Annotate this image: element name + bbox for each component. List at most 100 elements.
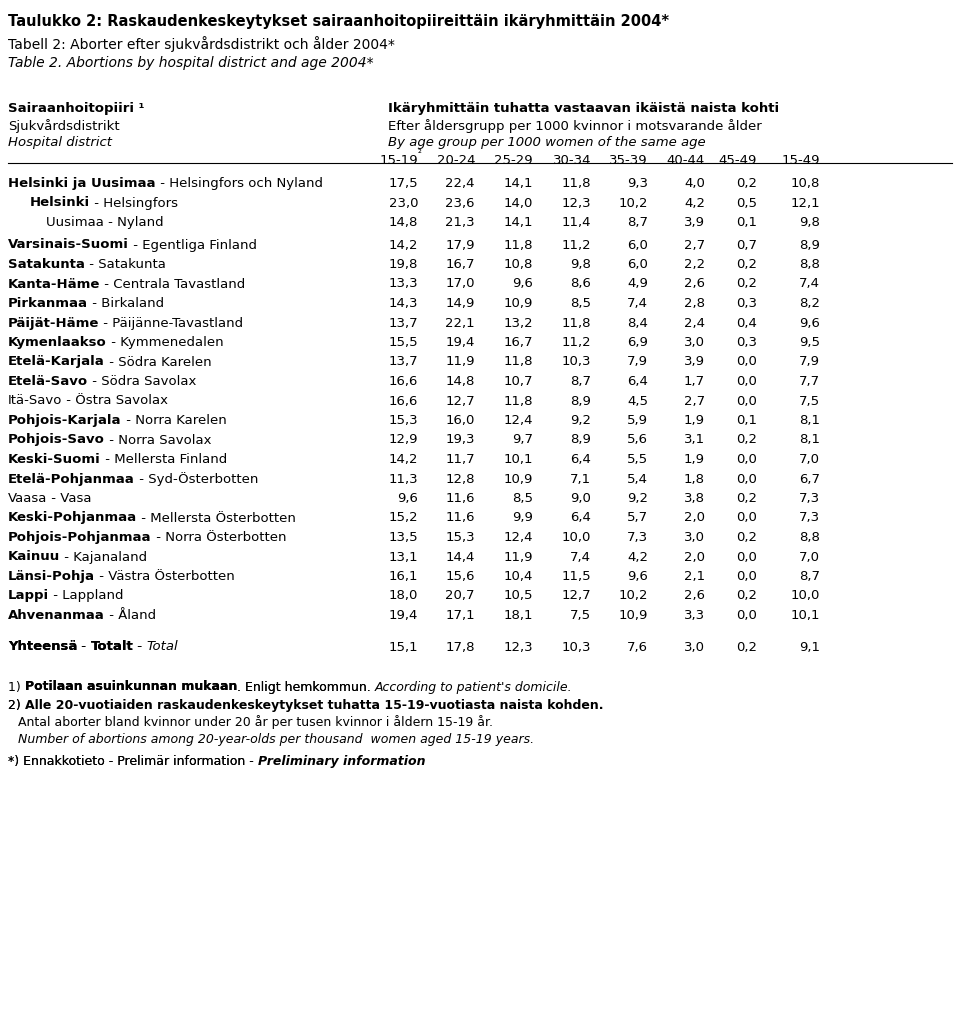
Text: 9,9: 9,9 [512, 512, 533, 524]
Text: 0,0: 0,0 [736, 550, 757, 563]
Text: 3,0: 3,0 [684, 641, 705, 653]
Text: 11,8: 11,8 [503, 394, 533, 408]
Text: Keski-Suomi: Keski-Suomi [8, 453, 101, 466]
Text: 6,0: 6,0 [627, 258, 648, 271]
Text: Sjukvårdsdistrikt: Sjukvårdsdistrikt [8, 119, 120, 133]
Text: Alle 20-vuotiaiden raskaudenkeskeytykset tuhatta 15-19-vuotiasta naista kohden.: Alle 20-vuotiaiden raskaudenkeskeytykset… [25, 699, 603, 711]
Text: 15-19: 15-19 [379, 154, 418, 167]
Text: -: - [78, 641, 90, 653]
Text: Antal aborter bland kvinnor under 20 år per tusen kvinnor i åldern 15-19 år.: Antal aborter bland kvinnor under 20 år … [18, 715, 493, 730]
Text: 16,6: 16,6 [389, 394, 418, 408]
Text: 9,1: 9,1 [799, 641, 820, 653]
Text: Totalt: Totalt [90, 641, 133, 653]
Text: -: - [133, 641, 147, 653]
Text: 16,7: 16,7 [445, 258, 475, 271]
Text: 14,2: 14,2 [389, 453, 418, 466]
Text: Päijät-Häme: Päijät-Häme [8, 317, 100, 329]
Text: 0,2: 0,2 [736, 492, 757, 505]
Text: 12,4: 12,4 [503, 531, 533, 544]
Text: 12,1: 12,1 [790, 196, 820, 209]
Text: Uusimaa - Nyland: Uusimaa - Nyland [46, 216, 163, 229]
Text: Etelä-Pohjanmaa: Etelä-Pohjanmaa [8, 473, 134, 485]
Text: 12,7: 12,7 [445, 394, 475, 408]
Text: 12,8: 12,8 [445, 473, 475, 485]
Text: Potilaan asuinkunnan mukaan: Potilaan asuinkunnan mukaan [25, 680, 237, 694]
Text: 8,6: 8,6 [570, 278, 591, 290]
Text: 1,7: 1,7 [684, 375, 705, 388]
Text: 0,0: 0,0 [736, 453, 757, 466]
Text: 9,6: 9,6 [512, 278, 533, 290]
Text: 7,3: 7,3 [799, 492, 820, 505]
Text: 3,1: 3,1 [684, 433, 705, 447]
Text: 16,0: 16,0 [445, 414, 475, 427]
Text: Länsi-Pohja: Länsi-Pohja [8, 570, 95, 583]
Text: Kanta-Häme: Kanta-Häme [8, 278, 101, 290]
Text: 0,1: 0,1 [736, 414, 757, 427]
Text: 7,7: 7,7 [799, 375, 820, 388]
Text: 10,5: 10,5 [503, 589, 533, 603]
Text: - Södra Savolax: - Södra Savolax [88, 375, 197, 388]
Text: - Östra Savolax: - Östra Savolax [62, 394, 168, 408]
Text: 7,5: 7,5 [570, 609, 591, 622]
Text: Totalt: Totalt [90, 641, 133, 653]
Text: 11,9: 11,9 [445, 355, 475, 368]
Text: 2,7: 2,7 [684, 238, 705, 252]
Text: 15,5: 15,5 [389, 336, 418, 349]
Text: 11,9: 11,9 [503, 550, 533, 563]
Text: 18,0: 18,0 [389, 589, 418, 603]
Text: 0,2: 0,2 [736, 178, 757, 190]
Text: 30-34: 30-34 [553, 154, 591, 167]
Text: 16,7: 16,7 [503, 336, 533, 349]
Text: 0,0: 0,0 [736, 355, 757, 368]
Text: 2,0: 2,0 [684, 512, 705, 524]
Text: 13,2: 13,2 [503, 317, 533, 329]
Text: 6,4: 6,4 [570, 453, 591, 466]
Text: 16,6: 16,6 [389, 375, 418, 388]
Text: Etelä-Savo: Etelä-Savo [8, 375, 88, 388]
Text: *) Ennakkotieto - Prelimär information -: *) Ennakkotieto - Prelimär information - [8, 754, 257, 768]
Text: 9,8: 9,8 [799, 216, 820, 229]
Text: 17,1: 17,1 [445, 609, 475, 622]
Text: Table 2. Abortions by hospital district and age 2004*: Table 2. Abortions by hospital district … [8, 56, 373, 70]
Text: 5,9: 5,9 [627, 414, 648, 427]
Text: 6,9: 6,9 [627, 336, 648, 349]
Text: 5,5: 5,5 [627, 453, 648, 466]
Text: - Vasa: - Vasa [47, 492, 92, 505]
Text: 8,9: 8,9 [799, 238, 820, 252]
Text: 0,0: 0,0 [736, 609, 757, 622]
Text: 11,2: 11,2 [562, 336, 591, 349]
Text: - Lappland: - Lappland [49, 589, 124, 603]
Text: Number of abortions among 20-year-olds per thousand  women aged 15-19 years.: Number of abortions among 20-year-olds p… [18, 733, 534, 745]
Text: 9,2: 9,2 [570, 414, 591, 427]
Text: Helsinki: Helsinki [30, 196, 90, 209]
Text: 12,3: 12,3 [503, 641, 533, 653]
Text: 4,0: 4,0 [684, 178, 705, 190]
Text: 21,3: 21,3 [445, 216, 475, 229]
Text: Ikäryhmittäin tuhatta vastaavan ikäistä naista kohti: Ikäryhmittäin tuhatta vastaavan ikäistä … [388, 102, 780, 115]
Text: 8,7: 8,7 [799, 570, 820, 583]
Text: Satakunta: Satakunta [8, 258, 84, 271]
Text: - Birkaland: - Birkaland [88, 297, 164, 310]
Text: 0,2: 0,2 [736, 433, 757, 447]
Text: 0,0: 0,0 [736, 375, 757, 388]
Text: - Norra Karelen: - Norra Karelen [122, 414, 227, 427]
Text: 19,4: 19,4 [445, 336, 475, 349]
Text: 14,1: 14,1 [503, 216, 533, 229]
Text: 14,8: 14,8 [389, 216, 418, 229]
Text: . Enligt hemkommun.: . Enligt hemkommun. [237, 680, 374, 694]
Text: 2,1: 2,1 [684, 570, 705, 583]
Text: 10,3: 10,3 [562, 641, 591, 653]
Text: 1): 1) [8, 680, 25, 694]
Text: 19,4: 19,4 [389, 609, 418, 622]
Text: Kainuu: Kainuu [8, 550, 60, 563]
Text: 0,0: 0,0 [736, 473, 757, 485]
Text: Varsinais-Suomi: Varsinais-Suomi [8, 238, 129, 252]
Text: 4,2: 4,2 [684, 196, 705, 209]
Text: . Enligt hemkommun.: . Enligt hemkommun. [237, 680, 374, 694]
Text: 8,5: 8,5 [512, 492, 533, 505]
Text: 0,2: 0,2 [736, 258, 757, 271]
Text: 12,4: 12,4 [503, 414, 533, 427]
Text: 10,3: 10,3 [562, 355, 591, 368]
Text: 9,6: 9,6 [397, 492, 418, 505]
Text: 0,3: 0,3 [736, 297, 757, 310]
